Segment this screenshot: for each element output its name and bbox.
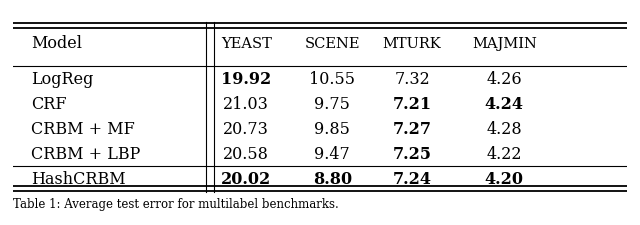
- Text: LogReg: LogReg: [31, 71, 93, 88]
- Text: 20.02: 20.02: [221, 171, 271, 187]
- Text: 20.73: 20.73: [223, 121, 269, 138]
- Text: 7.25: 7.25: [393, 146, 431, 162]
- Text: 7.27: 7.27: [393, 121, 431, 138]
- Text: 4.28: 4.28: [486, 121, 522, 138]
- Text: 10.55: 10.55: [309, 71, 355, 88]
- Text: Table 1: Average test error for multilabel benchmarks.: Table 1: Average test error for multilab…: [13, 197, 339, 210]
- Text: 20.58: 20.58: [223, 146, 269, 162]
- Text: 4.24: 4.24: [485, 96, 524, 113]
- Text: CRBM + MF: CRBM + MF: [31, 121, 135, 138]
- Text: CRF: CRF: [31, 96, 67, 113]
- Text: 7.24: 7.24: [393, 171, 431, 187]
- Text: 4.20: 4.20: [485, 171, 524, 187]
- Text: YEAST: YEAST: [221, 36, 272, 50]
- Text: MAJMIN: MAJMIN: [472, 36, 537, 50]
- Text: 9.85: 9.85: [314, 121, 350, 138]
- Text: 7.32: 7.32: [394, 71, 430, 88]
- Text: MTURK: MTURK: [383, 36, 442, 50]
- Text: 8.80: 8.80: [313, 171, 352, 187]
- Text: 7.21: 7.21: [392, 96, 432, 113]
- Text: 19.92: 19.92: [221, 71, 271, 88]
- Text: 4.26: 4.26: [486, 71, 522, 88]
- Text: 9.47: 9.47: [314, 146, 350, 162]
- Text: SCENE: SCENE: [305, 36, 360, 50]
- Text: Model: Model: [31, 35, 82, 52]
- Text: 21.03: 21.03: [223, 96, 269, 113]
- Text: CRBM + LBP: CRBM + LBP: [31, 146, 141, 162]
- Text: 4.22: 4.22: [486, 146, 522, 162]
- Text: 9.75: 9.75: [314, 96, 350, 113]
- Text: HashCRBM: HashCRBM: [31, 171, 126, 187]
